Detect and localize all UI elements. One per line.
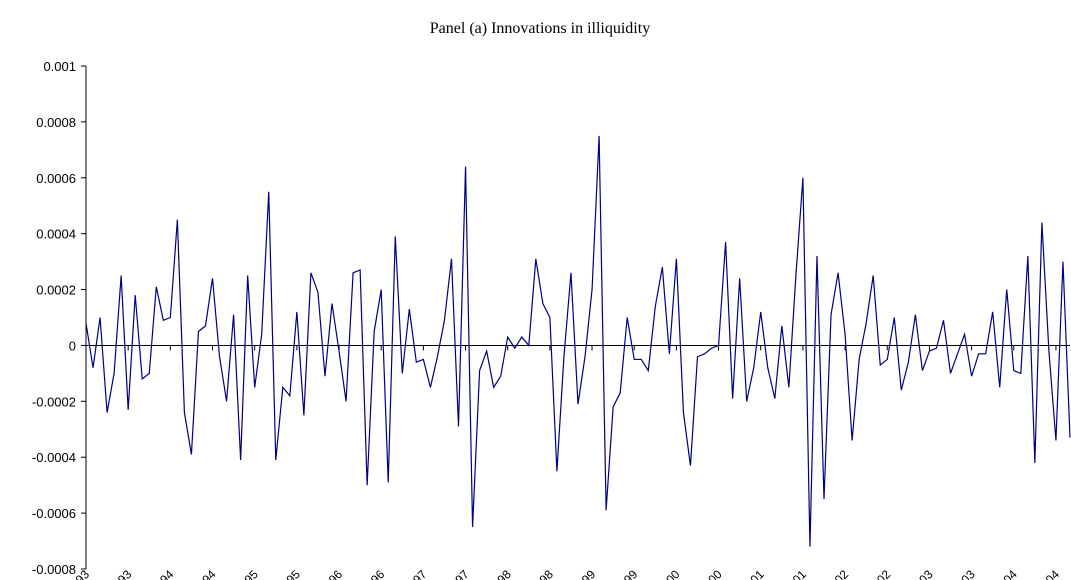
y-tick-label: -0.0006 bbox=[32, 506, 76, 521]
y-tick-label: 0.0006 bbox=[36, 171, 76, 186]
x-tick-label: Apr-97 bbox=[394, 567, 430, 580]
y-tick-label: 0.0008 bbox=[36, 115, 76, 130]
x-tick-label: Oct-01 bbox=[774, 567, 810, 580]
x-tick-label: Oct-96 bbox=[352, 567, 388, 580]
x-tick-label: Oct-98 bbox=[521, 567, 557, 580]
x-tick-label: Apr-98 bbox=[478, 567, 514, 580]
x-tick-label: Apr-02 bbox=[816, 567, 852, 580]
x-tick-label: Apr-03 bbox=[900, 567, 936, 580]
y-tick-label: 0 bbox=[69, 338, 76, 353]
x-tick-label: Apr-04 bbox=[985, 567, 1021, 580]
x-tick-label: Apr-99 bbox=[563, 567, 599, 580]
y-tick-label: -0.0008 bbox=[32, 562, 76, 577]
x-tick-label: Oct-02 bbox=[858, 567, 894, 580]
x-tick-label: Oct-95 bbox=[268, 567, 304, 580]
data-line bbox=[85, 135, 1071, 547]
x-tick-label: Oct-93 bbox=[99, 567, 135, 580]
y-tick-label: 0.001 bbox=[43, 59, 76, 74]
chart-title: Panel (a) Innovations in illiquidity bbox=[430, 20, 650, 37]
x-tick-label: Oct-00 bbox=[689, 567, 725, 580]
x-tick-label: Apr-01 bbox=[731, 567, 767, 580]
y-tick-label: -0.0002 bbox=[32, 394, 76, 409]
x-tick-label: Oct-94 bbox=[183, 567, 219, 580]
y-tick-label: 0.0004 bbox=[36, 227, 76, 242]
x-tick-label: Apr-96 bbox=[310, 567, 346, 580]
x-tick-label: Apr-94 bbox=[141, 567, 177, 580]
x-tick-label: Oct-97 bbox=[436, 567, 472, 580]
x-tick-label: Oct-04 bbox=[1027, 567, 1063, 580]
y-tick-label: 0.0002 bbox=[36, 283, 76, 298]
x-tick-label: Apr-00 bbox=[647, 567, 683, 580]
x-tick-label: Oct-03 bbox=[942, 567, 978, 580]
y-tick-label: -0.0004 bbox=[32, 450, 76, 465]
x-tick-label: Oct-99 bbox=[605, 567, 641, 580]
x-tick-label: Apr-95 bbox=[225, 567, 261, 580]
